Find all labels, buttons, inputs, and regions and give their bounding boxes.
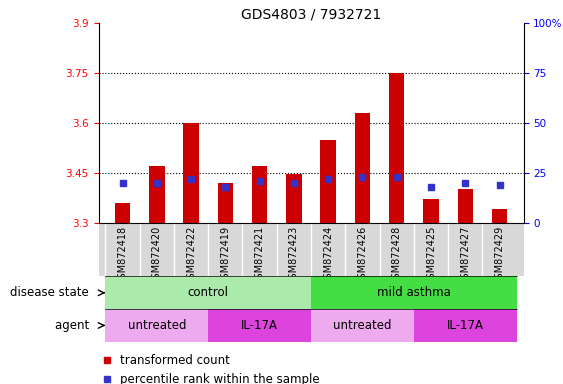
Text: percentile rank within the sample: percentile rank within the sample <box>120 373 319 384</box>
Text: GSM872428: GSM872428 <box>392 225 402 285</box>
Bar <box>320 139 336 223</box>
Text: GSM872424: GSM872424 <box>323 225 333 285</box>
Text: transformed count: transformed count <box>120 354 230 367</box>
Text: GSM872418: GSM872418 <box>118 225 128 285</box>
Text: untreated: untreated <box>333 319 392 332</box>
Bar <box>149 166 164 223</box>
Title: GDS4803 / 7932721: GDS4803 / 7932721 <box>241 8 381 22</box>
Bar <box>105 276 311 309</box>
Bar <box>389 73 404 223</box>
Bar <box>423 199 439 223</box>
Text: untreated: untreated <box>128 319 186 332</box>
Text: GSM872429: GSM872429 <box>494 225 504 285</box>
Text: GSM872421: GSM872421 <box>254 225 265 285</box>
Text: IL-17A: IL-17A <box>447 319 484 332</box>
Bar <box>414 309 517 342</box>
Bar <box>311 276 517 309</box>
Text: GSM872425: GSM872425 <box>426 225 436 285</box>
Text: GSM872419: GSM872419 <box>220 225 230 285</box>
Bar <box>286 174 302 223</box>
Text: IL-17A: IL-17A <box>241 319 278 332</box>
Bar <box>218 183 233 223</box>
Bar <box>184 123 199 223</box>
Bar <box>208 309 311 342</box>
Bar <box>311 309 414 342</box>
Text: GSM872420: GSM872420 <box>152 225 162 285</box>
Text: mild asthma: mild asthma <box>377 286 451 299</box>
Bar <box>105 309 208 342</box>
Bar <box>458 189 473 223</box>
Bar <box>115 203 130 223</box>
Text: GSM872423: GSM872423 <box>289 225 299 285</box>
Text: GSM872427: GSM872427 <box>461 225 470 285</box>
Bar <box>252 166 267 223</box>
Text: control: control <box>187 286 229 299</box>
Text: GSM872426: GSM872426 <box>358 225 368 285</box>
Bar <box>492 209 507 223</box>
Text: GSM872422: GSM872422 <box>186 225 196 285</box>
Text: agent: agent <box>55 319 93 332</box>
Text: disease state: disease state <box>10 286 93 299</box>
Bar <box>355 113 370 223</box>
